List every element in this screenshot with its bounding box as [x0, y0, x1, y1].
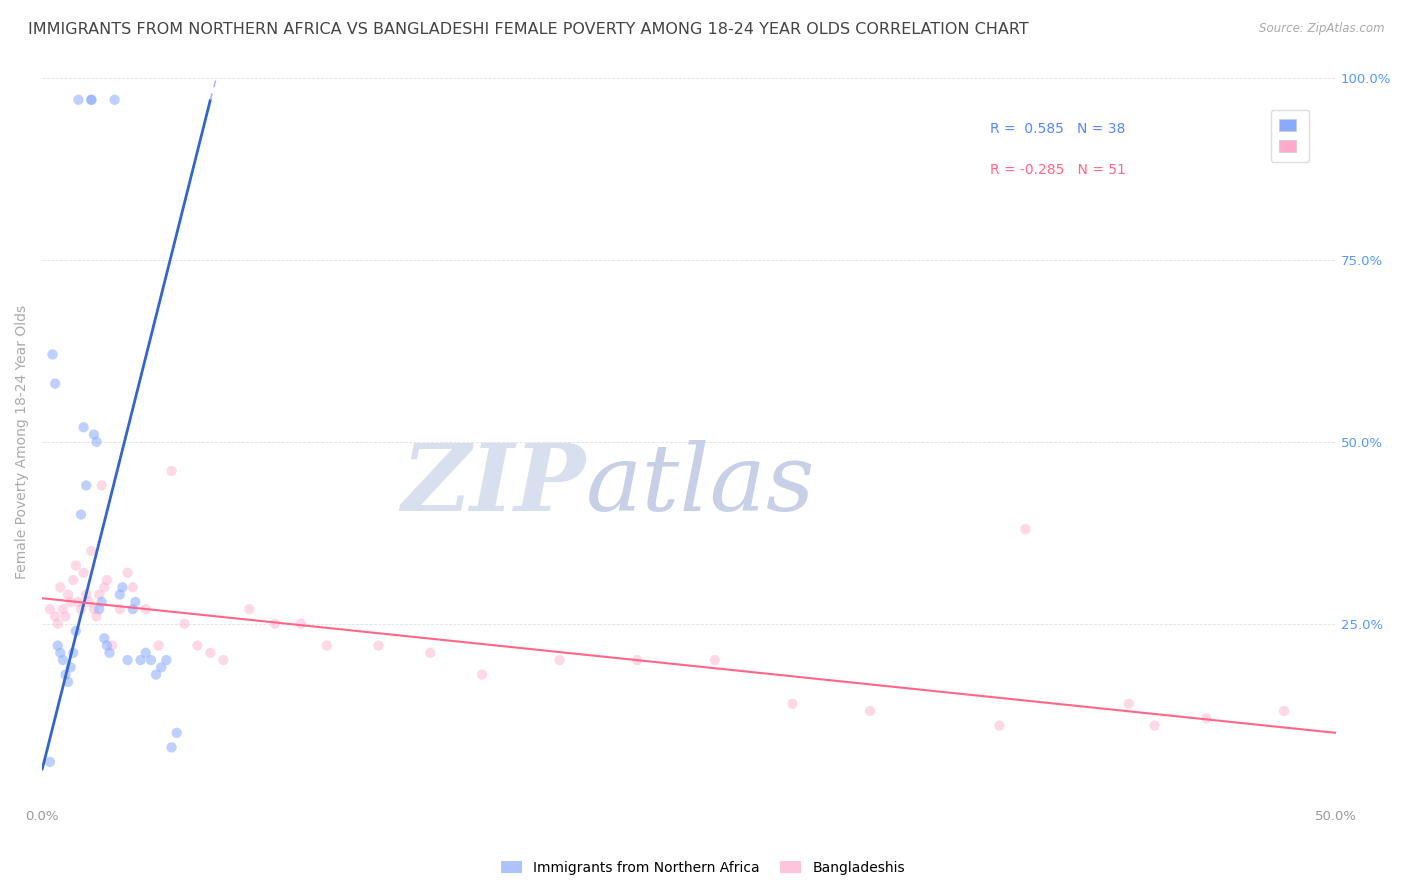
Point — [124, 595, 146, 609]
Text: Source: ZipAtlas.com: Source: ZipAtlas.com — [1260, 22, 1385, 36]
Point — [52, 602, 75, 616]
Point — [315, 639, 337, 653]
Point — [471, 667, 494, 681]
Point — [108, 602, 131, 616]
Point — [46, 639, 69, 653]
Y-axis label: Female Poverty Among 18-24 Year Olds: Female Poverty Among 18-24 Year Olds — [15, 305, 30, 579]
Point — [44, 609, 66, 624]
Point — [160, 464, 183, 478]
Point — [129, 653, 152, 667]
Point — [67, 595, 90, 609]
Point — [83, 427, 105, 442]
Point — [41, 347, 63, 361]
Point — [62, 573, 84, 587]
Point — [80, 93, 103, 107]
Point — [859, 704, 882, 718]
Point — [1272, 704, 1295, 718]
Point — [75, 588, 97, 602]
Point — [1118, 697, 1140, 711]
Point — [135, 646, 157, 660]
Point — [1143, 718, 1166, 732]
Point — [117, 566, 139, 580]
Point — [548, 653, 571, 667]
Point — [83, 602, 105, 616]
Point — [77, 595, 100, 609]
Point — [90, 595, 112, 609]
Point — [1195, 711, 1218, 725]
Point — [59, 595, 82, 609]
Point — [150, 660, 173, 674]
Point — [264, 616, 287, 631]
Point — [46, 616, 69, 631]
Point — [93, 632, 115, 646]
Point — [782, 697, 804, 711]
Point — [65, 558, 87, 573]
Point — [55, 609, 77, 624]
Point — [145, 667, 167, 681]
Point — [104, 93, 127, 107]
Point — [155, 653, 177, 667]
Point — [96, 639, 118, 653]
Point — [111, 580, 134, 594]
Point — [108, 588, 131, 602]
Point — [200, 646, 222, 660]
Point — [186, 639, 208, 653]
Point — [86, 609, 108, 624]
Point — [93, 580, 115, 594]
Point — [121, 580, 143, 594]
Text: ZIP: ZIP — [401, 441, 585, 531]
Point — [72, 566, 94, 580]
Point — [166, 726, 188, 740]
Legend: Immigrants from Northern Africa, Bangladeshis: Immigrants from Northern Africa, Banglad… — [495, 855, 911, 880]
Point — [70, 508, 93, 522]
Text: R =  0.585   N = 38: R = 0.585 N = 38 — [990, 121, 1126, 136]
Point — [90, 478, 112, 492]
Point — [135, 602, 157, 616]
Point — [117, 653, 139, 667]
Legend: , : , — [1271, 111, 1309, 162]
Point — [212, 653, 235, 667]
Point — [59, 660, 82, 674]
Point — [160, 740, 183, 755]
Point — [238, 602, 260, 616]
Point — [101, 639, 124, 653]
Point — [44, 376, 66, 391]
Point — [1014, 522, 1036, 536]
Point — [80, 93, 103, 107]
Point — [139, 653, 162, 667]
Point — [72, 420, 94, 434]
Point — [626, 653, 648, 667]
Point — [290, 616, 312, 631]
Text: R = -0.285   N = 51: R = -0.285 N = 51 — [990, 163, 1126, 178]
Point — [67, 93, 90, 107]
Text: IMMIGRANTS FROM NORTHERN AFRICA VS BANGLADESHI FEMALE POVERTY AMONG 18-24 YEAR O: IMMIGRANTS FROM NORTHERN AFRICA VS BANGL… — [28, 22, 1029, 37]
Point — [96, 573, 118, 587]
Point — [39, 602, 62, 616]
Point — [80, 544, 103, 558]
Text: atlas: atlas — [585, 441, 815, 531]
Point — [49, 646, 72, 660]
Point — [367, 639, 389, 653]
Point — [988, 718, 1011, 732]
Point — [87, 588, 110, 602]
Point — [65, 624, 87, 638]
Point — [56, 588, 79, 602]
Point — [703, 653, 725, 667]
Point — [121, 602, 143, 616]
Point — [75, 478, 97, 492]
Point — [86, 434, 108, 449]
Point — [62, 646, 84, 660]
Point — [419, 646, 441, 660]
Point — [173, 616, 195, 631]
Point — [98, 646, 121, 660]
Point — [148, 639, 170, 653]
Point — [56, 674, 79, 689]
Point — [39, 755, 62, 769]
Point — [49, 580, 72, 594]
Point — [55, 667, 77, 681]
Point — [70, 602, 93, 616]
Point — [87, 602, 110, 616]
Point — [52, 653, 75, 667]
